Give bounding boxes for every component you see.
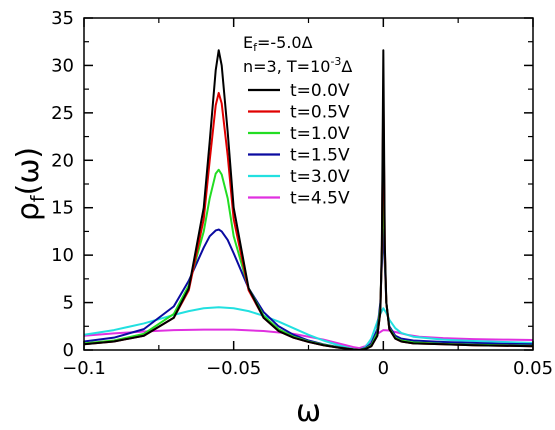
x-axis-title: ω <box>296 394 321 429</box>
y-tick-label: 0 <box>63 340 74 361</box>
legend-label-5: t=4.5V <box>290 189 350 209</box>
x-tick-label: −0.05 <box>206 358 261 379</box>
y-tick-label: 20 <box>51 150 74 171</box>
x-tick-label: 0 <box>378 358 389 379</box>
y-axis-title: ρf(ω) <box>11 147 49 221</box>
y-tick-label: 35 <box>51 8 74 29</box>
y-tick-label: 25 <box>51 103 74 124</box>
x-tick-label: 0.05 <box>513 358 553 379</box>
legend-label-1: t=0.5V <box>290 103 350 123</box>
y-tick-label: 10 <box>51 245 74 266</box>
header-params: n=3, T=10-3Δ <box>243 55 352 76</box>
x-tick-label: −0.1 <box>62 358 106 379</box>
y-tick-label: 15 <box>51 198 74 219</box>
legend-label-4: t=3.0V <box>290 167 350 187</box>
legend-label-0: t=0.0V <box>290 81 350 101</box>
header-fermi-energy: Ef=-5.0Δ <box>243 33 313 54</box>
y-tick-label: 5 <box>63 293 74 314</box>
y-tick-label: 30 <box>51 55 74 76</box>
series-line-0 <box>84 49 533 350</box>
legend-label-3: t=1.5V <box>290 146 350 166</box>
legend-label-2: t=1.0V <box>290 124 350 144</box>
